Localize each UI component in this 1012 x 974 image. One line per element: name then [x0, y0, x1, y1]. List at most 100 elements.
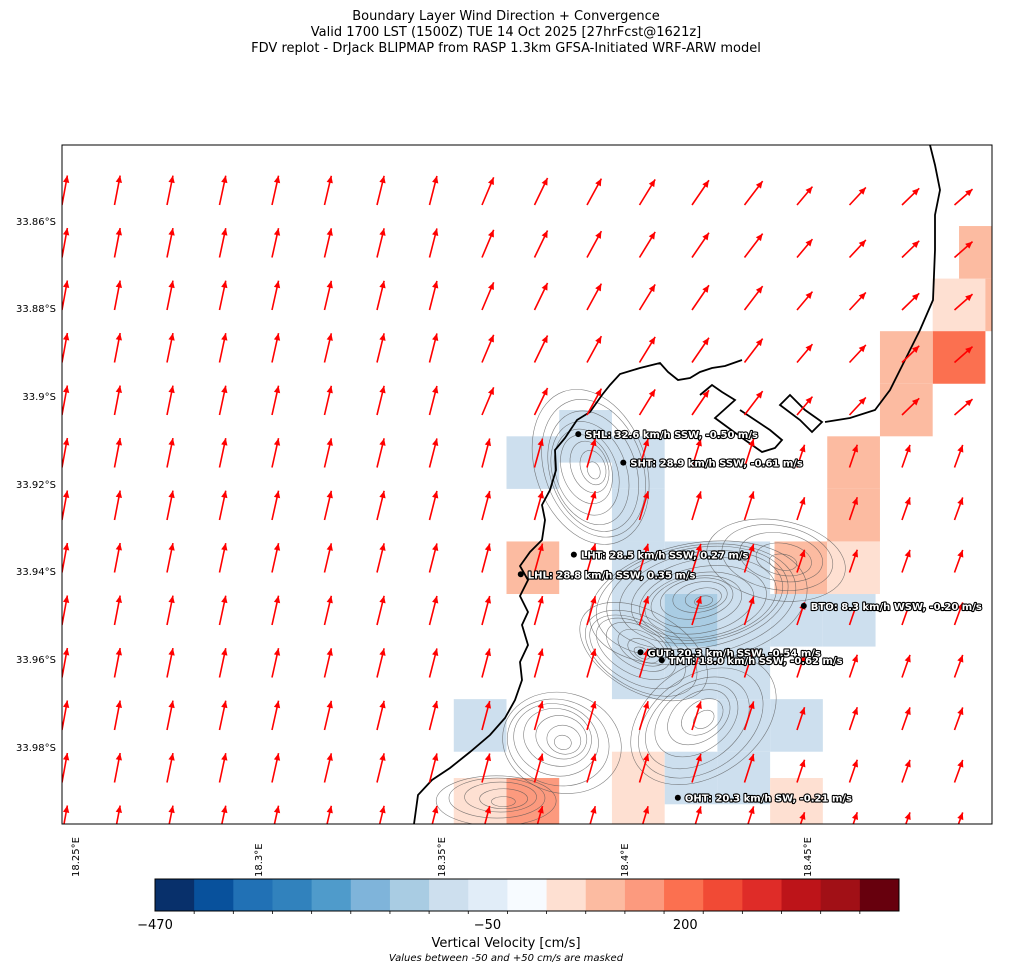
terrain-contour: [694, 595, 713, 607]
terrain-contour: [755, 542, 812, 577]
wind-arrow-head: [432, 438, 439, 447]
wind-arrow-head: [115, 543, 122, 551]
wind-arrow-head: [595, 178, 602, 187]
wind-arrow-head: [851, 654, 859, 663]
colorbar-swatch: [272, 879, 313, 911]
terrain-contour: [560, 434, 613, 504]
terrain-contour: [513, 703, 599, 777]
wind-arrow-head: [851, 707, 859, 715]
wind-arrow-head: [168, 543, 175, 551]
terrain-contour: [630, 557, 777, 641]
wind-arrow-head: [484, 701, 492, 709]
terrain-contour: [721, 524, 834, 591]
wind-arrow-head: [168, 333, 175, 341]
terrain-contour: [569, 440, 610, 494]
title-line-3: FDV replot - DrJack BLIPMAP from RASP 1.…: [251, 41, 761, 56]
vertical-velocity-cell: [611, 541, 665, 595]
station-marker: [800, 602, 807, 609]
wind-arrow-head: [273, 490, 281, 499]
terrain-contour: [667, 689, 731, 746]
colorbar-swatch: [155, 879, 195, 911]
station-marker: [658, 657, 665, 664]
wind-arrow-head: [957, 602, 964, 611]
wind-arrow-head: [168, 648, 175, 656]
terrain-contour: [448, 777, 546, 819]
stations: SHL: 32.6 km/h SSW, -0.50 m/s SHT: 28.9 k…: [517, 429, 983, 806]
wind-arrow-head: [62, 752, 70, 761]
wind-arrow-head: [273, 280, 281, 289]
wind-arrow-head: [590, 701, 597, 709]
wind-arrow-head: [115, 648, 122, 656]
wind-arrow-head: [273, 700, 281, 709]
wind-arrow-head: [221, 438, 228, 446]
wind-arrow-head: [115, 175, 122, 184]
wind-arrow-head: [957, 444, 964, 453]
vertical-velocity-cell: [959, 226, 992, 279]
wind-arrow-head: [702, 285, 709, 293]
wind-arrow-head: [432, 385, 439, 394]
wind-arrow-head: [221, 805, 228, 814]
station-label: GUT: 20.3 km/h SSW, -0.54 m/s: [648, 648, 821, 659]
east-coast-path: [824, 145, 941, 423]
station-marker: [517, 571, 524, 578]
terrain-contour: [579, 450, 607, 486]
wind-arrow-head: [379, 333, 386, 341]
vertical-velocity-cell: [717, 751, 771, 805]
wind-arrow-head: [432, 805, 439, 814]
wind-arrow-head: [643, 596, 650, 604]
wind-arrow-head: [957, 549, 964, 558]
wind-arrow-head: [858, 397, 866, 405]
vertical-velocity-cell: [664, 646, 718, 700]
colorbar-swatch: [389, 879, 430, 911]
wind-arrow-head: [432, 753, 439, 762]
wind-arrow-head: [957, 812, 964, 821]
vertical-velocity-cell: [827, 541, 880, 595]
wind-arrow-head: [62, 437, 70, 446]
wind-arrow-head: [648, 284, 656, 293]
coastline-path: [413, 359, 743, 824]
wind-arrow-head: [273, 175, 281, 184]
wind-arrow-head: [799, 759, 806, 768]
station-label: TMT: 18.0 km/h SSW, -0.62 m/s: [669, 656, 843, 667]
wind-arrow-head: [115, 700, 122, 709]
wind-arrow-head: [432, 280, 439, 289]
wind-arrow-head: [695, 543, 702, 552]
wind-arrow-head: [904, 497, 911, 506]
wind-arrow-head: [748, 543, 755, 552]
terrain-contour: [491, 796, 516, 807]
wind-arrow-head: [379, 385, 386, 394]
title-line-1: Boundary Layer Wind Direction + Converge…: [352, 9, 660, 24]
terrain-contour: [502, 691, 622, 794]
wind-arrow-head: [379, 700, 386, 709]
terrain-contour: [535, 715, 588, 760]
terrain-contour: [579, 602, 708, 702]
wind-arrow-head: [858, 344, 866, 353]
wind-arrow-head: [326, 753, 333, 761]
wind-arrow-head: [643, 491, 650, 499]
terrain-contour: [464, 781, 537, 813]
lat-tick-label: 33.94°S: [16, 567, 56, 579]
wind-arrow-head: [643, 701, 650, 709]
wind-arrow-head: [273, 805, 281, 814]
wind-arrow-head: [326, 280, 333, 289]
wind-arrow-head: [648, 231, 656, 240]
wind-arrow-head: [695, 491, 702, 499]
vertical-velocity-cell: [506, 778, 560, 824]
colorbar-swatch: [585, 879, 626, 911]
vertical-velocity-cell: [770, 778, 823, 824]
wind-arrow-head: [911, 293, 920, 301]
terrain-contour: [606, 621, 671, 672]
wind-arrow-head: [805, 396, 813, 405]
wind-arrow-head: [799, 549, 806, 558]
terrain-contour: [654, 683, 739, 758]
colorbar-swatch: [624, 879, 665, 911]
wind-arrow-head: [537, 438, 544, 447]
wind-arrow-head: [273, 385, 281, 394]
wind-arrow-head: [904, 707, 911, 716]
vertical-velocity-cell: [664, 541, 718, 595]
vertical-velocity-cell: [822, 594, 876, 647]
wind-arrow-head: [168, 280, 175, 289]
terrain-contour: [633, 646, 651, 660]
wind-arrow-head: [379, 175, 386, 184]
terrain-contour: [586, 461, 601, 480]
